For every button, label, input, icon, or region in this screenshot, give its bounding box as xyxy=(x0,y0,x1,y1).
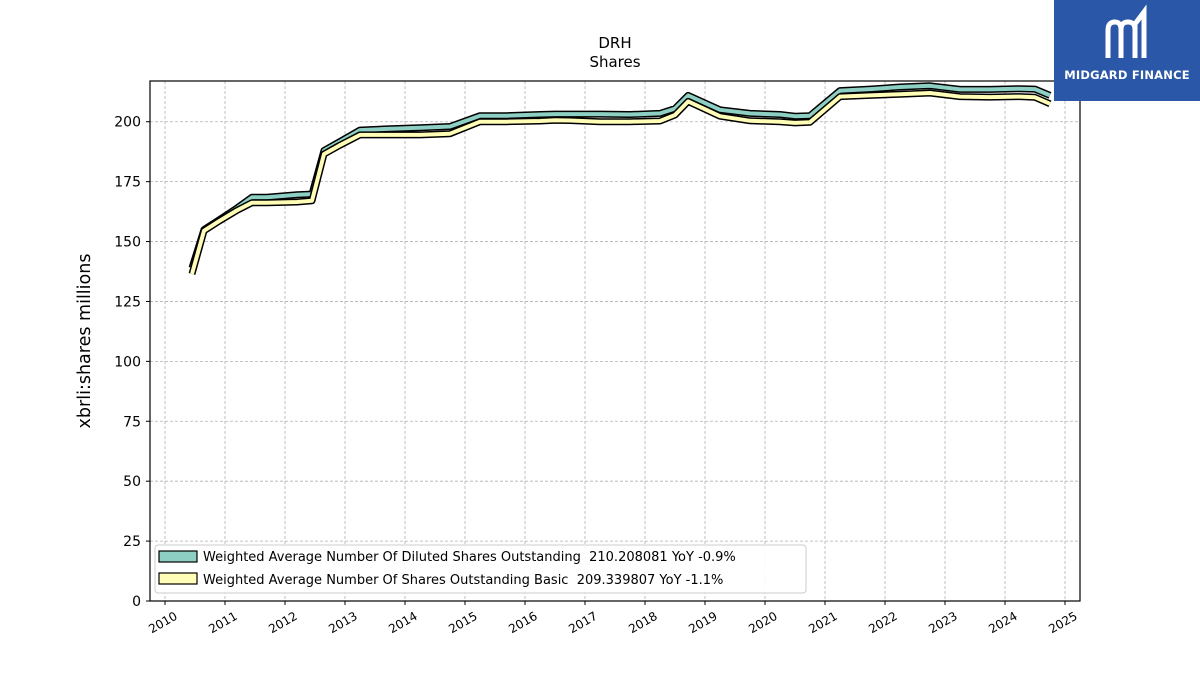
y-tick-label: 50 xyxy=(123,474,141,490)
logo-text: MIDGARD FINANCE xyxy=(1064,68,1190,82)
logo-mark-icon xyxy=(1105,4,1147,58)
y-tick-label: 25 xyxy=(123,534,141,550)
series-line-0 xyxy=(190,83,1051,269)
x-tick-label: 2010 xyxy=(146,609,179,636)
x-tick-label: 2014 xyxy=(386,609,419,636)
x-tick-label: 2013 xyxy=(326,609,359,636)
x-tick-label: 2024 xyxy=(986,609,1019,636)
x-tick-label: 2015 xyxy=(446,609,479,636)
series-layer xyxy=(188,82,1052,275)
chart-title: DRH xyxy=(598,34,631,52)
legend-label-diluted: Weighted Average Number Of Diluted Share… xyxy=(203,550,736,565)
x-tick-label: 2025 xyxy=(1046,609,1079,636)
y-tick-label: 0 xyxy=(132,594,141,610)
series-line-1 xyxy=(190,91,1051,275)
x-tick-label: 2017 xyxy=(566,609,599,636)
y-tick-label: 200 xyxy=(114,115,141,131)
legend-box xyxy=(154,544,807,594)
chart-subtitle: Shares xyxy=(589,53,640,71)
x-tick-label: 2018 xyxy=(626,609,659,636)
y-axis: 0 25 50 75 100 125 150 175 200 xyxy=(114,115,150,610)
y-tick-label: 75 xyxy=(123,414,141,430)
grid xyxy=(150,81,1080,602)
y-tick-label: 150 xyxy=(114,235,141,251)
plot-frame xyxy=(149,80,1081,602)
x-tick-label: 2012 xyxy=(266,609,299,636)
y-tick-label: 175 xyxy=(114,175,141,191)
x-tick-label: 2020 xyxy=(746,609,779,636)
x-tick-label: 2021 xyxy=(806,609,839,636)
y-axis-label: xbrli:shares millions xyxy=(75,254,95,429)
x-tick-label: 2019 xyxy=(686,609,719,636)
x-axis: 2010 2011 2012 2013 2014 2015 2016 2017 2018 2019… xyxy=(146,601,1080,636)
x-tick-label: 2016 xyxy=(506,609,539,636)
y-tick-label: 100 xyxy=(114,354,141,370)
legend: Weighted Average Number Of Diluted Share… xyxy=(154,544,807,594)
legend-label-basic: Weighted Average Number Of Shares Outsta… xyxy=(203,573,723,588)
x-tick-label: 2011 xyxy=(206,609,239,636)
y-tick-label: 125 xyxy=(114,294,141,310)
legend-swatch-diluted xyxy=(158,550,198,563)
midgard-finance-logo: MIDGARD FINANCE xyxy=(1054,0,1200,101)
x-tick-label: 2022 xyxy=(866,609,899,636)
x-tick-label: 2023 xyxy=(926,609,959,636)
legend-swatch-basic xyxy=(158,572,198,585)
